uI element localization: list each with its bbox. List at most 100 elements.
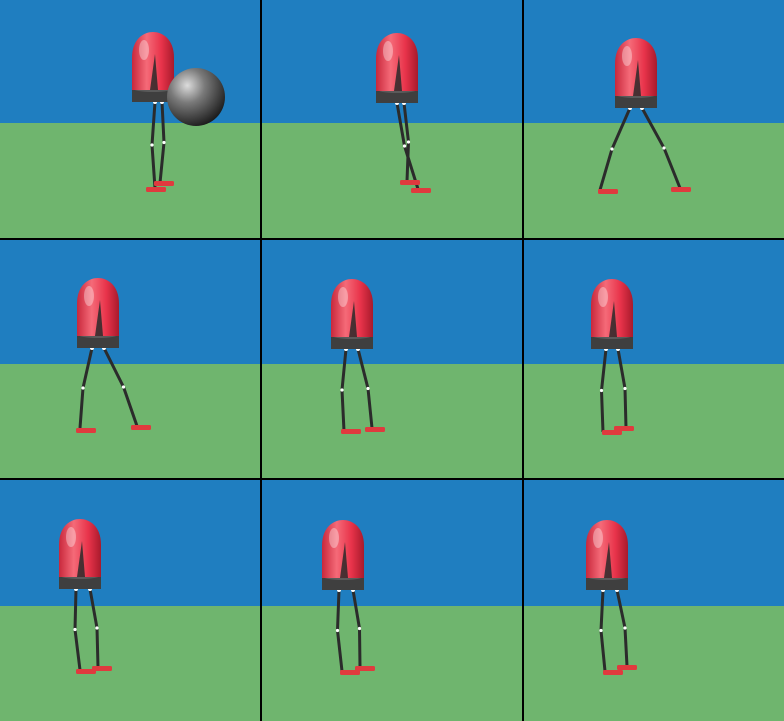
left-leg bbox=[598, 107, 632, 191]
dome-highlight bbox=[598, 287, 608, 307]
ground-region bbox=[524, 123, 784, 238]
body-dome bbox=[591, 279, 633, 337]
body-dome bbox=[59, 519, 101, 577]
collar-band bbox=[331, 335, 373, 349]
left-foot bbox=[76, 428, 96, 433]
dome-highlight bbox=[139, 40, 149, 60]
left-foot bbox=[341, 429, 361, 434]
left-foot bbox=[340, 670, 360, 675]
knee-joint bbox=[73, 627, 77, 632]
collar-band bbox=[322, 576, 364, 590]
collar-band bbox=[376, 89, 418, 103]
dome-slit bbox=[394, 55, 402, 91]
knee-joint bbox=[662, 146, 666, 150]
frame-panel-1 bbox=[0, 0, 260, 238]
knee-joint bbox=[599, 628, 603, 633]
dome-slit bbox=[340, 542, 348, 578]
right-foot bbox=[365, 427, 385, 432]
knee-joint bbox=[406, 140, 411, 144]
right-foot bbox=[671, 187, 691, 192]
left-foot bbox=[598, 189, 618, 194]
robot-6 bbox=[591, 279, 634, 435]
left-foot bbox=[146, 187, 166, 192]
ground-region bbox=[262, 123, 522, 238]
frame-panel-5 bbox=[262, 240, 522, 478]
knee-joint bbox=[95, 626, 99, 630]
dome-slit bbox=[77, 541, 85, 577]
left-foot bbox=[602, 430, 622, 435]
ball bbox=[167, 68, 225, 126]
robot-3 bbox=[598, 38, 691, 194]
dome-highlight bbox=[329, 528, 339, 548]
knee-joint bbox=[366, 386, 370, 391]
dome-highlight bbox=[593, 528, 603, 548]
knee-joint bbox=[610, 147, 614, 151]
right-leg bbox=[640, 107, 682, 189]
robot-8 bbox=[322, 520, 375, 675]
body-dome bbox=[132, 32, 174, 90]
body-dome bbox=[615, 38, 657, 96]
right-leg bbox=[356, 348, 374, 429]
robot-4 bbox=[76, 278, 151, 433]
dome-slit bbox=[609, 301, 617, 337]
body-dome bbox=[376, 33, 418, 91]
left-foot bbox=[603, 670, 623, 675]
collar-band bbox=[615, 94, 657, 108]
dome-slit bbox=[349, 301, 357, 337]
ground-region bbox=[0, 606, 260, 721]
dome-highlight bbox=[622, 46, 632, 66]
knee-joint bbox=[599, 388, 604, 393]
robot-5 bbox=[331, 279, 385, 434]
robot-7 bbox=[59, 519, 112, 674]
body-dome bbox=[77, 278, 119, 336]
left-foot bbox=[76, 669, 96, 674]
knee-joint bbox=[623, 626, 627, 630]
knee-joint bbox=[81, 386, 85, 390]
ground-region bbox=[262, 606, 522, 721]
robot-9 bbox=[586, 520, 637, 675]
ground-region bbox=[0, 123, 260, 238]
right-leg bbox=[102, 347, 139, 427]
collar-band bbox=[77, 334, 119, 348]
knee-joint bbox=[357, 626, 362, 631]
body-dome bbox=[586, 520, 628, 578]
frame-panel-4 bbox=[0, 240, 260, 478]
dome-highlight bbox=[66, 527, 76, 547]
frame-panel-7 bbox=[0, 480, 260, 721]
dome-slit bbox=[150, 54, 158, 90]
robot-2 bbox=[376, 33, 431, 193]
frame-panel-6 bbox=[524, 240, 784, 478]
sky-region bbox=[262, 480, 522, 606]
body-dome bbox=[331, 279, 373, 337]
sky-region bbox=[262, 240, 522, 364]
right-foot bbox=[400, 180, 420, 185]
knee-joint bbox=[121, 385, 126, 389]
dome-highlight bbox=[383, 41, 393, 61]
right-foot bbox=[614, 426, 634, 431]
ground-region bbox=[262, 364, 522, 478]
dome-slit bbox=[604, 542, 612, 578]
collar-band bbox=[59, 575, 101, 589]
right-foot bbox=[92, 666, 112, 671]
knee-joint bbox=[402, 144, 407, 148]
ground-region bbox=[524, 606, 784, 721]
sky-region bbox=[0, 240, 260, 364]
dome-highlight bbox=[338, 287, 348, 307]
left-foot bbox=[411, 188, 431, 193]
dome-slit bbox=[633, 60, 641, 96]
frame-panel-2 bbox=[262, 0, 522, 238]
right-foot bbox=[617, 665, 637, 670]
knee-joint bbox=[335, 628, 340, 633]
knee-joint bbox=[150, 143, 154, 147]
frame-panel-9 bbox=[524, 480, 784, 721]
sky-region bbox=[0, 480, 260, 606]
body-dome bbox=[322, 520, 364, 578]
sky-region bbox=[524, 480, 784, 606]
collar-band bbox=[132, 88, 174, 102]
knee-joint bbox=[340, 388, 344, 392]
ground-region bbox=[0, 364, 260, 478]
sky-region bbox=[524, 240, 784, 364]
dome-slit bbox=[95, 300, 103, 336]
collar-band bbox=[591, 335, 633, 349]
